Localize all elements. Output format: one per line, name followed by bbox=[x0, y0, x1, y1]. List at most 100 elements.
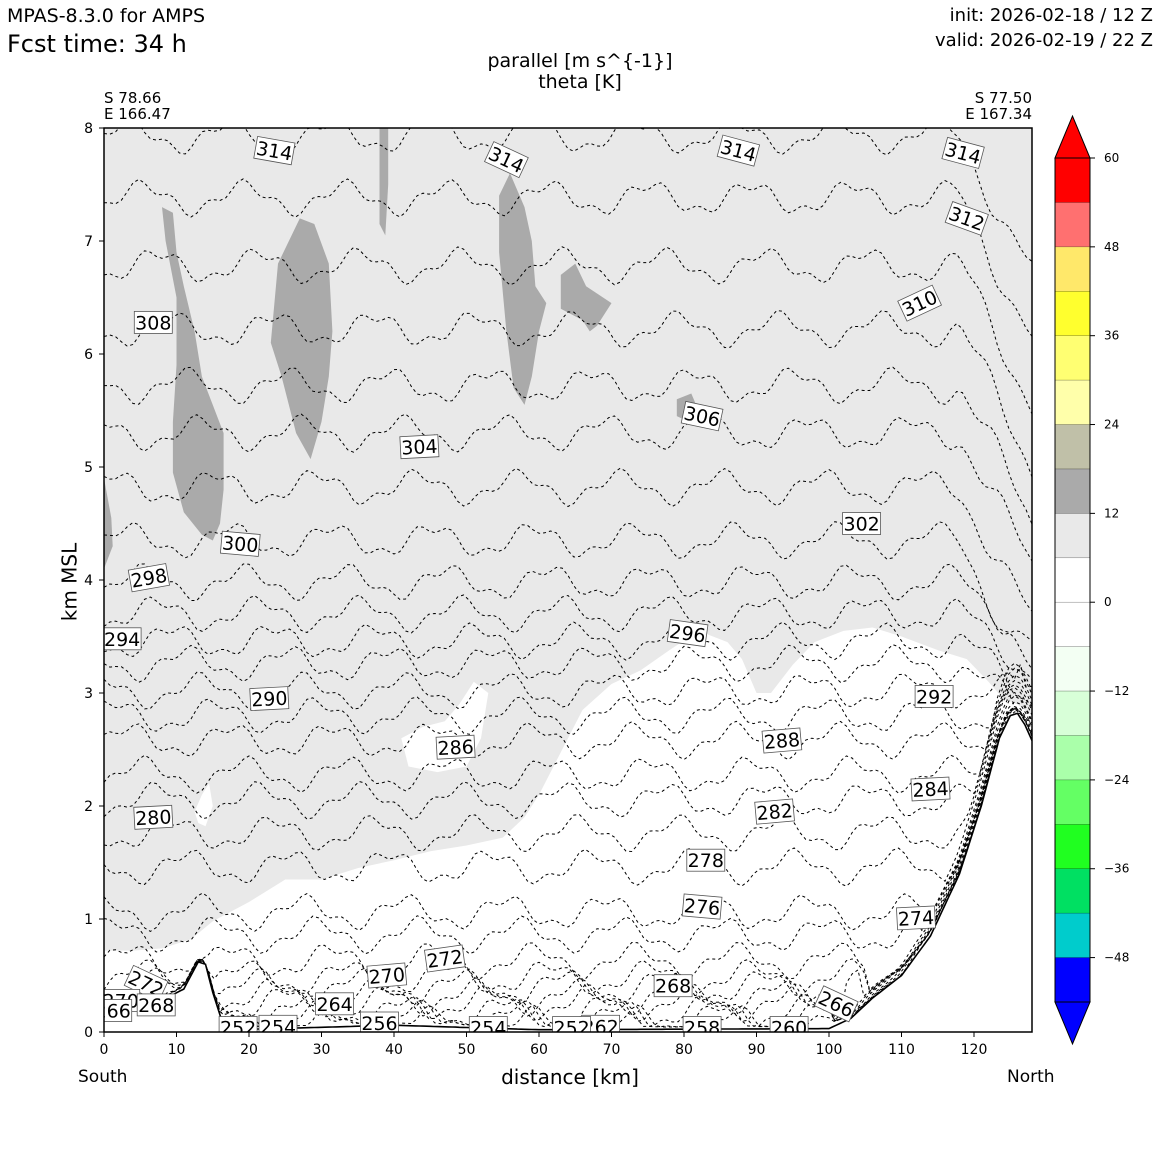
terrain-fill bbox=[104, 713, 1032, 1032]
colorbar-frame bbox=[1054, 157, 1091, 1003]
north-label: North bbox=[1007, 1067, 1055, 1087]
contour-label-box bbox=[914, 685, 954, 708]
theta-isoline-274 bbox=[104, 695, 1032, 955]
colorbar-swatch bbox=[1055, 380, 1090, 426]
shading-dark-gray-jet-1 bbox=[162, 207, 224, 541]
contour-label-text: 286 bbox=[437, 736, 474, 760]
contour-label-box bbox=[133, 804, 174, 830]
contour-label-text: 252 bbox=[553, 1018, 589, 1040]
contour-label-256: 256 bbox=[360, 1011, 399, 1035]
y-tick-label: 0 bbox=[84, 1025, 93, 1041]
contour-label-box bbox=[666, 619, 709, 648]
model-name: MPAS-8.3.0 for AMPS bbox=[7, 5, 206, 27]
colorbar-tick-label: 36 bbox=[1104, 329, 1119, 343]
forecast-time: Fcst time: 34 h bbox=[7, 30, 187, 58]
theta-isoline-278 bbox=[104, 687, 1032, 887]
theta-isoline-290 bbox=[104, 662, 1032, 710]
right-endpoint-lon: E 167.34 bbox=[965, 105, 1032, 123]
contour-label-272: 272 bbox=[424, 944, 466, 973]
contour-label-box bbox=[681, 893, 723, 920]
contour-label-text: 252 bbox=[220, 1018, 256, 1040]
colorbar-swatch bbox=[1055, 246, 1090, 292]
theta-isoline-266 bbox=[104, 708, 1032, 1022]
theta-isoline-306 bbox=[104, 366, 1032, 525]
contour-label-308: 308 bbox=[133, 310, 173, 334]
x-tick-label: 90 bbox=[748, 1042, 766, 1058]
contour-label-text: 302 bbox=[843, 514, 879, 536]
contour-label-text: 270 bbox=[368, 964, 406, 989]
contour-label-text: 274 bbox=[897, 907, 934, 931]
contour-label-box bbox=[680, 400, 724, 432]
contour-label-264: 264 bbox=[315, 992, 355, 1016]
theta-isoline-308 bbox=[104, 310, 1032, 478]
contour-label-268: 268 bbox=[653, 974, 693, 998]
contour-label-text: 260 bbox=[771, 1018, 807, 1040]
contour-label-294: 294 bbox=[104, 627, 142, 651]
y-tick-label: 3 bbox=[84, 686, 93, 702]
shading-dark-gray-jet-2 bbox=[270, 218, 333, 460]
contour-label-text: 254 bbox=[260, 1016, 296, 1038]
contour-label-text: 292 bbox=[916, 686, 952, 708]
chart-title-line-1: parallel [m s^{-1}] bbox=[487, 50, 673, 72]
theta-isoline-300 bbox=[104, 521, 1032, 670]
theta-isoline-276 bbox=[104, 691, 1032, 932]
init-time: init: 2026-02-18 / 12 Z bbox=[949, 5, 1153, 26]
x-tick-label: 60 bbox=[530, 1042, 548, 1058]
colorbar-extend-min bbox=[1054, 1001, 1091, 1046]
contour-label-254: 254 bbox=[468, 1016, 508, 1040]
contour-label-text: 254 bbox=[470, 1018, 506, 1040]
contour-label-box bbox=[842, 512, 881, 535]
right-endpoint: S 77.50 E 167.34 bbox=[965, 90, 1032, 122]
theta-isoline-292 bbox=[104, 644, 1032, 724]
contour-label-254: 254 bbox=[258, 1014, 298, 1038]
colorbar-swatch bbox=[1055, 424, 1090, 470]
valid-time: valid: 2026-02-19 / 22 Z bbox=[935, 30, 1153, 51]
colorbar-swatch bbox=[1055, 513, 1090, 559]
colorbar-swatch bbox=[1055, 913, 1090, 959]
x-tick-label: 120 bbox=[961, 1042, 988, 1058]
contour-label-text: 300 bbox=[221, 532, 259, 557]
contour-label-text: 278 bbox=[688, 850, 724, 872]
contour-label-282: 282 bbox=[754, 798, 795, 825]
contour-label-text: 268 bbox=[138, 995, 174, 1017]
colorbar-swatch bbox=[1055, 824, 1090, 870]
y-axis-label: km MSL bbox=[57, 542, 82, 622]
colorbar-tick-label: 12 bbox=[1104, 506, 1119, 520]
contour-label-258: 258 bbox=[682, 1016, 722, 1032]
contour-label-300: 300 bbox=[219, 530, 261, 557]
contour-label-box bbox=[769, 1016, 809, 1032]
theta-isoline-286 bbox=[104, 667, 1032, 761]
y-tick-label: 4 bbox=[84, 573, 93, 589]
theta-isoline-304 bbox=[104, 413, 1032, 562]
contour-label-box bbox=[366, 962, 408, 989]
x-axis-label: distance [km] bbox=[501, 1065, 639, 1089]
left-endpoint: S 78.66 E 166.47 bbox=[104, 90, 171, 122]
contour-label-box bbox=[897, 284, 943, 322]
x-tick-label: 80 bbox=[675, 1042, 693, 1058]
contour-label-text: 304 bbox=[401, 436, 438, 460]
theta-isoline-270 bbox=[104, 706, 1032, 997]
colorbar-swatch bbox=[1055, 557, 1090, 603]
colorbar-swatch bbox=[1055, 646, 1090, 692]
contour-label-296: 296 bbox=[666, 619, 709, 648]
shading-dark-gray-jet-7 bbox=[104, 478, 113, 569]
contour-label-text: 256 bbox=[361, 1013, 397, 1035]
contour-label-box bbox=[483, 141, 529, 179]
contour-label-text: 308 bbox=[135, 312, 171, 334]
contour-label-box bbox=[136, 993, 176, 1017]
contour-label-box bbox=[218, 1016, 258, 1032]
contour-label-298: 298 bbox=[127, 563, 170, 593]
contour-label-box bbox=[249, 686, 290, 711]
contour-label-box bbox=[686, 848, 726, 872]
contour-label-286: 286 bbox=[435, 734, 476, 760]
contour-label-box bbox=[219, 530, 261, 557]
colorbar-swatch bbox=[1055, 468, 1090, 514]
contour-label-278: 278 bbox=[686, 848, 726, 872]
y-tick-label: 6 bbox=[84, 347, 93, 363]
colorbar-swatch bbox=[1055, 158, 1090, 203]
contour-label-260: 260 bbox=[769, 1016, 809, 1040]
theta-isoline-312 bbox=[104, 178, 1032, 337]
contour-label-box bbox=[127, 563, 170, 593]
contour-label-box bbox=[123, 964, 169, 1002]
plot-area: 314 314 314 3143123103083063043023002982962… bbox=[104, 128, 1032, 1040]
